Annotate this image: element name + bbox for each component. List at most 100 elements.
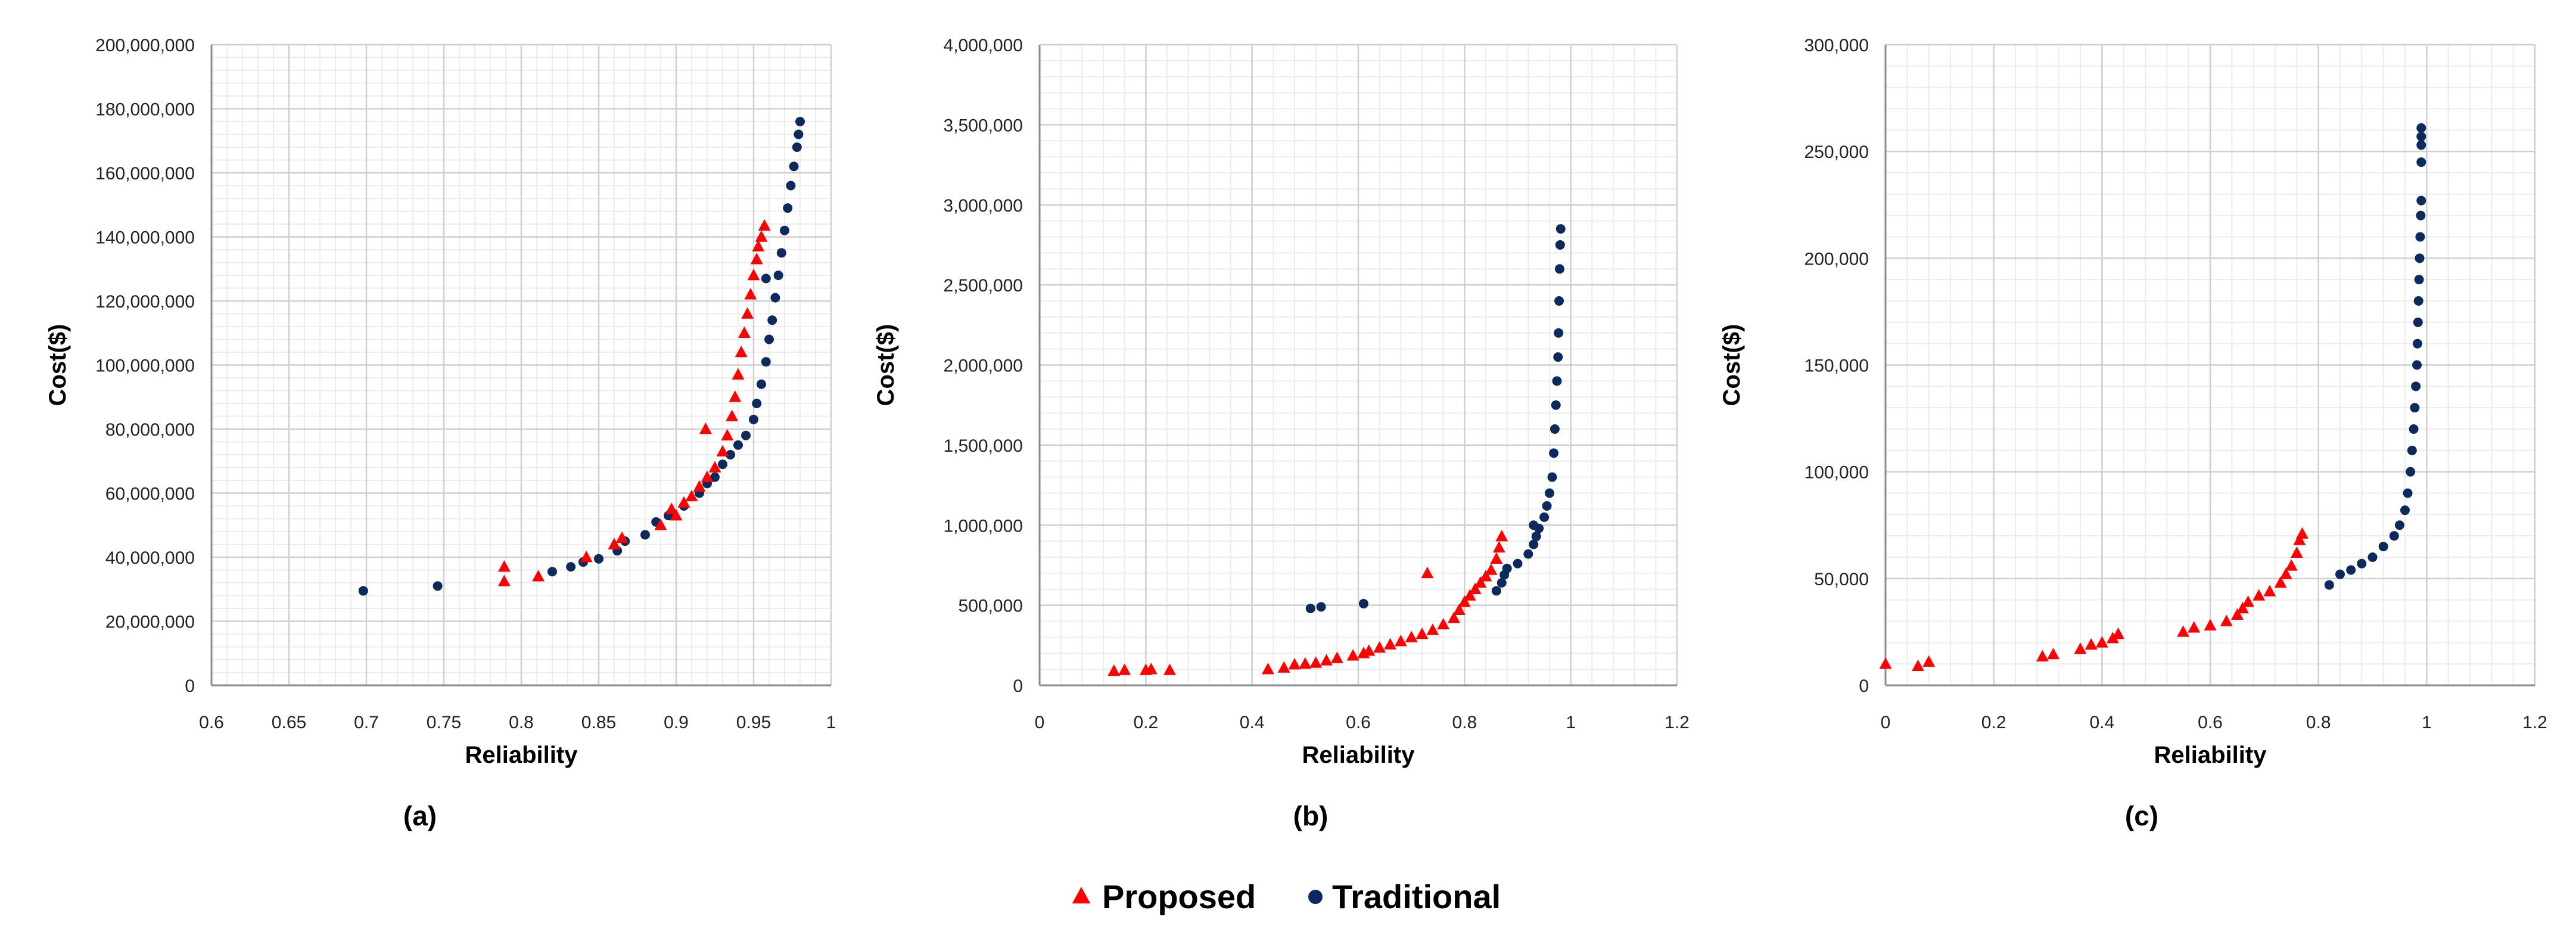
series-traditional [2324,123,2426,590]
x-tick-label: 0 [1035,713,1045,732]
data-point-proposed [1492,541,1505,553]
data-point-proposed [1309,656,1323,668]
data-point-traditional [1545,488,1554,498]
data-point-traditional [789,161,799,172]
data-point-traditional [2346,565,2356,575]
x-tick-label: 0.4 [2089,713,2114,732]
data-point-proposed [735,346,748,358]
x-tick-label: 0.8 [2306,713,2331,732]
data-point-proposed [752,240,765,251]
data-point-proposed [1912,659,1924,671]
y-tick-label: 1,000,000 [944,516,1023,536]
data-point-traditional [1542,501,1552,511]
data-point-traditional [1554,264,1564,274]
data-point-traditional [594,554,603,564]
x-tick-label: 0.85 [581,713,616,732]
data-point-proposed [693,480,706,492]
data-point-proposed [726,409,739,421]
data-point-proposed [1415,628,1429,639]
data-point-traditional [2407,445,2417,455]
data-point-proposed [701,470,714,482]
y-tick-label: 200,000 [1805,249,1869,269]
x-tick-label: 0.6 [1346,713,1371,732]
data-point-proposed [1330,651,1343,663]
data-point-traditional [2412,360,2422,370]
data-point-traditional [2406,467,2416,477]
data-point-proposed [615,531,629,543]
data-point-proposed [1495,530,1508,542]
data-point-traditional [1523,549,1533,559]
data-point-traditional [749,414,758,424]
data-point-traditional [2324,580,2334,590]
data-point-traditional [640,530,650,540]
data-point-traditional [2416,210,2426,220]
data-point-proposed [1469,582,1482,594]
data-point-proposed [1118,663,1131,675]
data-point-proposed [1362,644,1376,656]
data-point-traditional [767,315,777,325]
data-point-proposed [677,496,690,508]
data-point-traditional [761,357,771,367]
y-axis-title: Cost($) [45,324,71,406]
data-point-proposed [1163,663,1176,675]
x-tick-label: 1 [2422,713,2432,732]
y-tick-label: 4,000,000 [944,36,1023,55]
data-point-proposed [1277,661,1290,673]
data-point-proposed [1107,664,1121,676]
data-point-proposed [1474,576,1487,588]
data-point-traditional [1316,602,1326,612]
data-point-proposed [654,518,667,530]
data-point-traditional [2416,157,2426,167]
y-tick-label: 250,000 [1805,142,1869,162]
y-tick-label: 160,000,000 [95,164,195,184]
data-point-traditional [752,399,762,408]
data-point-proposed [1144,663,1158,675]
chart-panel-1: 0.6 0.65 0.7 0.75 0.8 0.85 0.9 0.95 1 0 20,000,000… [45,36,836,831]
data-point-traditional [1491,586,1501,596]
x-tick-label: 0.6 [2198,713,2223,732]
y-tick-label: 20,000,000 [105,613,195,632]
data-point-traditional [1358,598,1368,608]
data-point-proposed [1463,589,1476,601]
data-point-traditional [2415,253,2425,263]
chart-panel-3: 0 0.2 0.4 0.6 0.8 1 1.2 0 50,000 100,000 150,000 20… [1719,36,2547,831]
data-point-traditional [794,129,804,139]
series-proposed [497,219,771,586]
data-point-proposed [2177,625,2190,637]
data-point-proposed [2263,585,2276,597]
data-point-traditional [2410,403,2420,413]
data-point-traditional [726,450,735,459]
data-point-proposed [2279,567,2292,579]
data-point-proposed [1452,603,1466,615]
x-tick-label: 0.7 [354,713,379,732]
legend-traditional-marker [1308,890,1323,904]
y-tick-label: 0 [1013,676,1023,696]
data-point-traditional [1550,424,1560,434]
x-tick-label: 0.9 [664,713,689,732]
data-point-proposed [2242,595,2255,607]
data-point-traditional [1497,578,1507,588]
x-tick-label: 0.75 [427,713,461,732]
data-point-traditional [780,225,789,235]
data-point-traditional [2411,381,2421,392]
x-tick-label: 0.2 [1133,713,1158,732]
y-tick-label: 300,000 [1805,36,1869,55]
data-point-proposed [755,230,768,242]
y-tick-label: 100,000 [1805,463,1869,483]
y-axis-title: Cost($) [1719,324,1745,406]
data-point-traditional [2416,132,2426,142]
x-axis-title: Reliability [2154,742,2267,768]
data-point-proposed [1448,611,1460,623]
data-point-traditional [757,379,766,389]
data-point-proposed [1384,638,1396,650]
y-tick-label: 120,000,000 [95,292,195,312]
x-tick-label: 1.2 [2522,713,2547,732]
data-point-proposed [608,538,621,549]
data-point-proposed [2253,589,2266,601]
data-point-proposed [758,219,771,231]
data-point-traditional [733,440,743,450]
data-point-traditional [2416,195,2426,206]
data-point-traditional [783,203,793,213]
data-point-proposed [716,445,729,456]
